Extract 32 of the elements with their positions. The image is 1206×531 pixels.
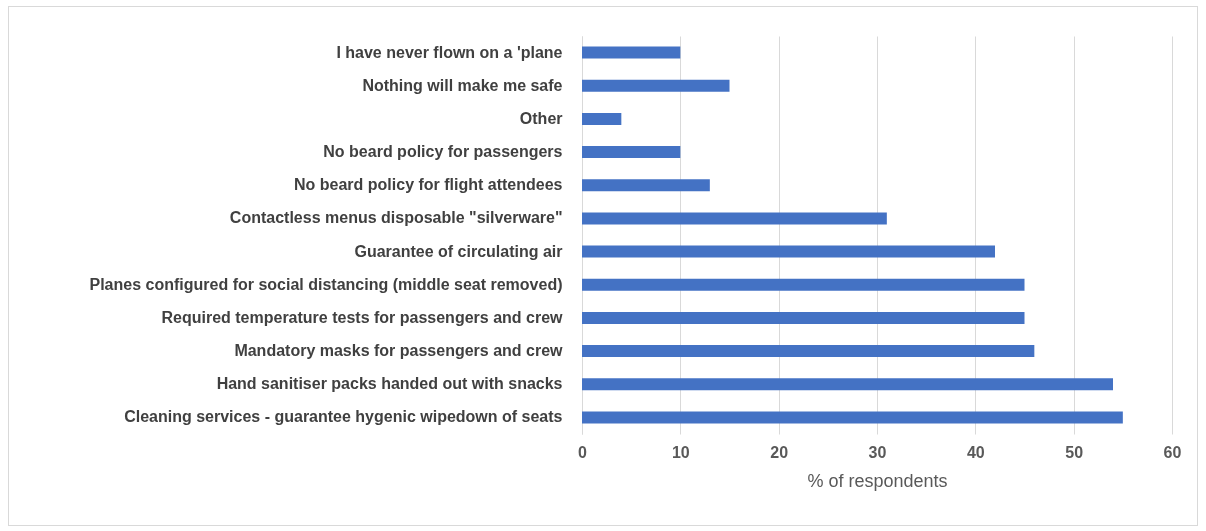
y-tick-label: Hand sanitiser packs handed out with snacks — [216, 375, 563, 393]
y-tick-label: Cleaning services - guarantee hygenic wipedown of seats — [124, 408, 563, 426]
y-tick-label: Other — [519, 109, 563, 127]
y-tick-label: Mandatory masks for passengers and crew — [234, 342, 564, 360]
y-tick-label: Nothing will make me safe — [362, 76, 563, 94]
bar — [582, 311, 1025, 324]
x-tick-label: 20 — [770, 443, 789, 461]
x-tick-label: 40 — [966, 443, 985, 461]
y-tick-label: I have never flown on a 'plane — [336, 43, 563, 61]
y-tick-label: Guarantee of circulating air — [354, 242, 563, 260]
x-tick-label: 10 — [671, 443, 690, 461]
x-axis-title: % of respondents — [807, 470, 948, 491]
x-tick-label: 50 — [1065, 443, 1084, 461]
x-tick-label: 0 — [578, 443, 588, 461]
bar — [582, 112, 622, 125]
y-tick-label: No beard policy for passengers — [323, 143, 563, 161]
bar — [582, 411, 1123, 424]
x-tick-label: 60 — [1163, 443, 1182, 461]
bar — [582, 146, 681, 159]
bar — [582, 245, 995, 258]
bar — [582, 79, 730, 92]
y-tick-label: Planes configured for social distancing (middle seat removed) — [89, 275, 563, 293]
bar — [582, 212, 887, 225]
bar — [582, 278, 1025, 291]
bar — [582, 46, 681, 59]
x-tick-label: 30 — [868, 443, 887, 461]
y-tick-label: No beard policy for flight attendees — [294, 176, 563, 194]
y-tick-label: Required temperature tests for passengers and crew — [161, 308, 564, 326]
bar — [582, 179, 710, 192]
y-tick-label: Contactless menus disposable "silverware" — [229, 209, 563, 227]
bar — [582, 345, 1035, 358]
bar — [582, 378, 1113, 391]
